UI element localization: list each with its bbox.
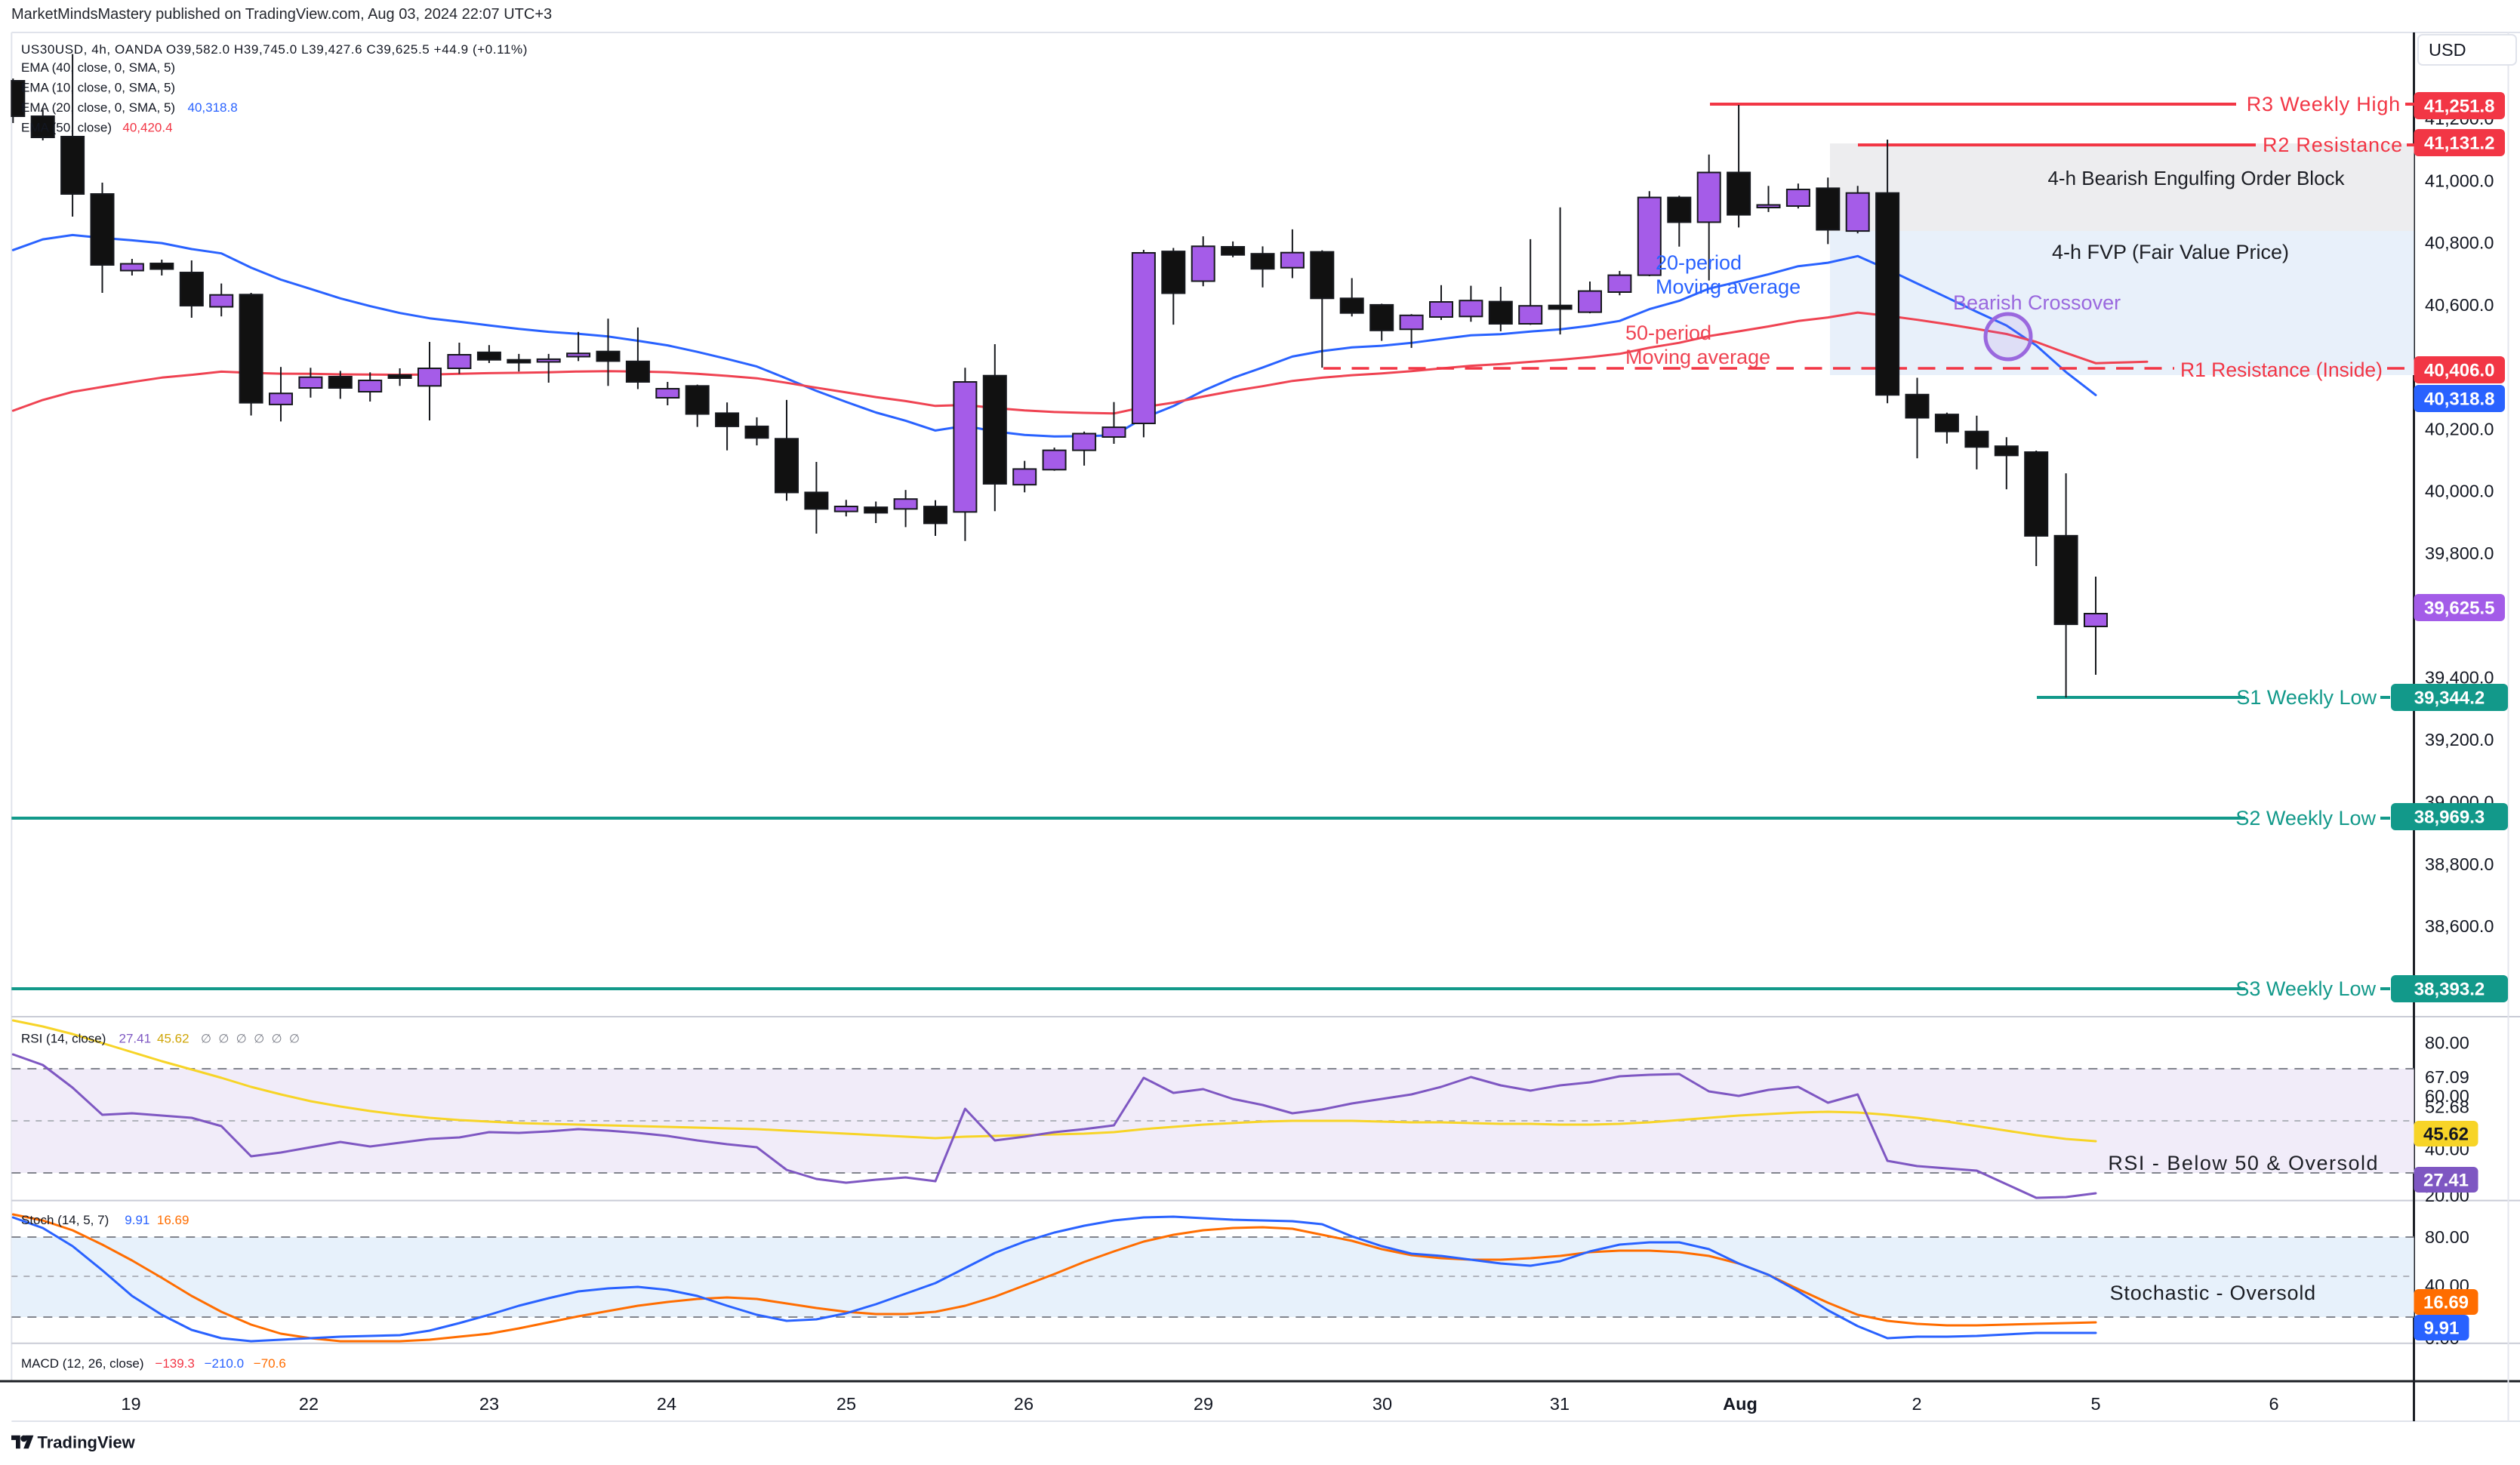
svg-text:39,800.0: 39,800.0 [2425, 543, 2494, 563]
svg-text:9.91: 9.91 [125, 1213, 149, 1227]
svg-text:39,625.5: 39,625.5 [2424, 599, 2494, 619]
svg-text:6: 6 [2269, 1394, 2278, 1414]
svg-text:−210.0: −210.0 [205, 1356, 244, 1371]
svg-text:27.41: 27.41 [119, 1032, 152, 1046]
svg-text:38,969.3: 38,969.3 [2414, 808, 2485, 828]
svg-text:41,000.0: 41,000.0 [2425, 171, 2494, 190]
svg-text:Bearish Crossover: Bearish Crossover [1953, 291, 2121, 314]
svg-text:80.00: 80.00 [2425, 1227, 2469, 1247]
svg-text:R1 Resistance (Inside): R1 Resistance (Inside) [2180, 359, 2383, 381]
svg-text:40,420.4: 40,420.4 [122, 121, 172, 135]
svg-text:24: 24 [657, 1394, 676, 1414]
svg-text:RSI (14, close): RSI (14, close) [21, 1032, 106, 1046]
svg-text:−139.3: −139.3 [155, 1356, 194, 1371]
svg-text:∅: ∅ [201, 1033, 211, 1046]
svg-text:40,000.0: 40,000.0 [2425, 482, 2494, 501]
svg-text:80.00: 80.00 [2425, 1033, 2469, 1053]
svg-text:USD: USD [2429, 40, 2466, 60]
svg-text:R3 Weekly High: R3 Weekly High [2247, 93, 2401, 115]
svg-text:TradingView: TradingView [38, 1433, 136, 1452]
svg-text:R2 Resistance: R2 Resistance [2263, 134, 2403, 156]
svg-text:41,131.2: 41,131.2 [2424, 134, 2494, 154]
svg-text:∅: ∅ [272, 1033, 282, 1046]
svg-text:40,600.0: 40,600.0 [2425, 295, 2494, 315]
svg-text:38,800.0: 38,800.0 [2425, 854, 2494, 874]
svg-text:38,600.0: 38,600.0 [2425, 916, 2494, 936]
svg-text:S1 Weekly Low: S1 Weekly Low [2236, 686, 2377, 709]
svg-text:S2 Weekly Low: S2 Weekly Low [2235, 807, 2376, 829]
svg-text:EMA (50, close): EMA (50, close) [21, 121, 112, 135]
svg-text:EMA (40, close, 0, SMA, 5): EMA (40, close, 0, SMA, 5) [21, 60, 175, 75]
svg-text:RSI - Below 50 & Oversold: RSI - Below 50 & Oversold [2108, 1152, 2379, 1174]
svg-text:50-period: 50-period [1625, 322, 1711, 344]
svg-text:2: 2 [1912, 1394, 1921, 1414]
svg-text:∅: ∅ [289, 1033, 300, 1046]
svg-text:20-period: 20-period [1656, 251, 1742, 274]
svg-text:45.62: 45.62 [157, 1032, 189, 1046]
svg-text:9.91: 9.91 [2424, 1319, 2460, 1339]
svg-text:∅: ∅ [254, 1033, 264, 1046]
svg-text:−70.6: −70.6 [254, 1356, 286, 1371]
svg-text:31: 31 [1550, 1394, 1570, 1414]
svg-text:Stoch (14, 5, 7): Stoch (14, 5, 7) [21, 1213, 109, 1227]
svg-text:MACD (12, 26, close): MACD (12, 26, close) [21, 1356, 144, 1371]
svg-text:45.62: 45.62 [2423, 1125, 2469, 1145]
svg-text:40,318.8: 40,318.8 [2424, 389, 2494, 410]
svg-text:∅: ∅ [218, 1033, 229, 1046]
svg-text:16.69: 16.69 [157, 1213, 189, 1227]
svg-text:Moving average: Moving average [1656, 275, 1801, 298]
svg-text:52.68: 52.68 [2425, 1097, 2469, 1116]
svg-text:26: 26 [1014, 1394, 1034, 1414]
svg-text:∅: ∅ [236, 1033, 247, 1046]
svg-text:S3 Weekly Low: S3 Weekly Low [2235, 977, 2376, 1000]
svg-text:4-h Bearish Engulfing Order Bl: 4-h Bearish Engulfing Order Block [2047, 167, 2345, 189]
svg-text:MarketMindsMastery published o: MarketMindsMastery published on TradingV… [11, 6, 552, 23]
svg-text:EMA (20, close, 0, SMA, 5): EMA (20, close, 0, SMA, 5) [21, 100, 175, 115]
svg-text:40,406.0: 40,406.0 [2424, 361, 2494, 381]
svg-text:5: 5 [2090, 1394, 2100, 1414]
svg-text:30: 30 [1372, 1394, 1392, 1414]
svg-text:60.00: 60.00 [2425, 1086, 2469, 1106]
svg-text:39,200.0: 39,200.0 [2425, 730, 2494, 749]
svg-text:16.69: 16.69 [2423, 1293, 2469, 1313]
svg-text:22: 22 [299, 1394, 319, 1414]
svg-text:23: 23 [479, 1394, 499, 1414]
svg-text:40,318.8: 40,318.8 [188, 100, 238, 115]
svg-text:67.09: 67.09 [2425, 1067, 2469, 1087]
svg-text:Moving average: Moving average [1625, 346, 1770, 368]
svg-text:4-h FVP (Fair Value Price): 4-h FVP (Fair Value Price) [2052, 241, 2289, 263]
svg-text:US30USD, 4h, OANDA O39,582.0: US30USD, 4h, OANDA O39,582.0 H39,745.0 L… [21, 42, 528, 57]
svg-text:40,200.0: 40,200.0 [2425, 419, 2494, 439]
svg-text:27.41: 27.41 [2423, 1171, 2469, 1191]
svg-text:38,393.2: 38,393.2 [2414, 980, 2485, 1000]
svg-text:29: 29 [1194, 1394, 1213, 1414]
svg-text:Aug: Aug [1723, 1394, 1758, 1414]
svg-text:25: 25 [836, 1394, 856, 1414]
svg-text:EMA (10, close, 0, SMA, 5): EMA (10, close, 0, SMA, 5) [21, 81, 175, 95]
svg-text:Stochastic - Oversold: Stochastic - Oversold [2110, 1282, 2316, 1304]
svg-text:40,800.0: 40,800.0 [2425, 233, 2494, 253]
svg-text:19: 19 [121, 1394, 140, 1414]
svg-text:39,344.2: 39,344.2 [2414, 688, 2485, 709]
svg-text:41,251.8: 41,251.8 [2424, 97, 2494, 117]
